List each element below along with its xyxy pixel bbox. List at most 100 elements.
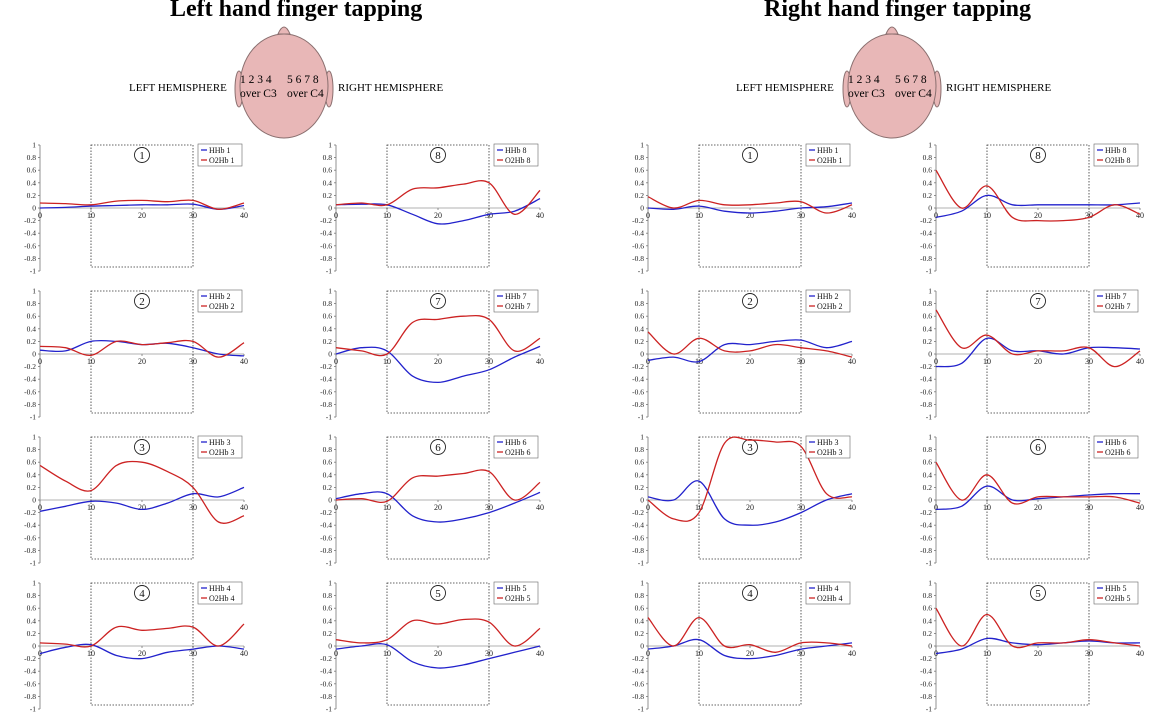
task-period-box [986,582,1090,706]
y-tick-label: 0.4 [323,324,333,333]
channel-number: 8 [435,150,441,162]
chart-panel-left-ch3: 10.80.60.40.20-0.2-0.4-0.6-0.8-10 10 20 30 4… [24,433,248,568]
y-tick-label: -0.6 [24,387,36,396]
y-tick-label: 0.2 [27,191,37,200]
left-site-label: over C3 [848,88,885,100]
legend-label: O2Hb 2 [209,302,235,311]
y-tick-label: 0.2 [923,483,933,492]
x-tick-label: 40 [848,649,856,658]
channel-number: 6 [1035,442,1041,454]
series-line-hhb [39,486,245,512]
y-tick-label: -0.6 [320,533,332,542]
y-tick-label: -0.4 [24,375,36,384]
y-tick-label: 0.6 [323,312,333,321]
channel-number: 6 [435,442,441,454]
x-tick-label: 0 [38,503,42,512]
x-tick-label: 40 [1136,357,1144,366]
y-tick-label: 0.2 [27,483,37,492]
y-tick-label: 0.2 [635,629,645,638]
series-line-o2hb [335,469,541,504]
y-tick-label: -0.2 [320,654,332,663]
chart-panel-right-ch1: 10.80.60.40.20-0.2-0.4-0.6-0.8-10 10 20 30 4… [632,141,856,276]
y-tick-label: 0.8 [923,445,933,454]
x-tick-label: 0 [334,211,338,220]
y-tick-label: -0.2 [920,654,932,663]
x-tick-label: 20 [746,357,754,366]
task-period-box [90,290,194,414]
x-tick-label: 0 [934,503,938,512]
y-tick-label: -0.2 [920,508,932,517]
chart-panel-right-ch8: 10.80.60.40.20-0.2-0.4-0.6-0.8-10 10 20 30 4… [920,141,1144,276]
y-tick-label: -0.6 [632,679,644,688]
task-period-box [698,290,802,414]
channel-number-badge [1030,585,1046,601]
legend-box [1093,435,1139,459]
y-tick-label: 1 [640,141,644,150]
series-line-o2hb [647,616,853,653]
y-tick-label: 0 [640,642,644,651]
task-period-box [90,436,194,560]
y-tick-label: 0.4 [923,324,933,333]
y-tick-label: 0.6 [923,458,933,467]
y-tick-label: 0.6 [923,166,933,175]
y-tick-label: 0.4 [923,178,933,187]
channel-number-badge [430,439,446,455]
y-tick-label: -0.6 [320,387,332,396]
task-period-box [386,436,490,560]
y-tick-label: 0.2 [923,337,933,346]
y-tick-label: -0.4 [920,521,932,530]
y-tick-label: 0.8 [323,591,333,600]
right-site-label: over C4 [895,88,932,100]
y-tick-label: -1 [30,705,36,714]
x-tick-label: 10 [383,211,391,220]
channel-number: 2 [747,296,753,308]
y-tick-label: -0.8 [320,546,332,555]
x-tick-label: 0 [646,503,650,512]
x-tick-label: 20 [1034,649,1042,658]
y-tick-label: 1 [328,287,332,296]
series-line-o2hb [39,460,245,524]
channel-number-badge [134,293,150,309]
y-tick-label: 1 [928,579,932,588]
y-tick-label: 0.6 [27,604,37,613]
y-tick-label: -0.2 [920,216,932,225]
legend-label: HHb 3 [209,438,231,447]
x-tick-label: 40 [1136,211,1144,220]
y-tick-label: 1 [32,433,36,442]
y-tick-label: -0.8 [920,692,932,701]
y-tick-label: 0.4 [923,616,933,625]
legend-box [197,435,243,459]
channel-number: 5 [435,588,441,600]
channel-number-badge [134,147,150,163]
x-tick-label: 40 [848,211,856,220]
x-tick-label: 10 [695,211,703,220]
channel-number-badge [134,439,150,455]
channel-number-badge [742,585,758,601]
y-tick-label: 0 [640,204,644,213]
task-period-box [386,582,490,706]
x-tick-label: 10 [87,649,95,658]
x-tick-label: 40 [536,357,544,366]
y-tick-label: 0.2 [635,191,645,200]
legend-box [493,289,539,313]
x-tick-label: 40 [848,357,856,366]
right-site-label: over C4 [287,88,324,100]
x-tick-label: 20 [434,357,442,366]
y-tick-label: -0.4 [320,521,332,530]
y-tick-label: -0.6 [320,241,332,250]
channel-number: 3 [747,442,753,454]
y-tick-label: 0.4 [323,470,333,479]
y-tick-label: 0.2 [923,191,933,200]
x-tick-label: 20 [1034,503,1042,512]
channel-number-badge [430,147,446,163]
channel-number: 5 [1035,588,1041,600]
channel-number-badge [742,147,758,163]
x-tick-label: 20 [434,649,442,658]
x-tick-label: 10 [383,649,391,658]
legend-label: HHb 1 [817,146,839,155]
y-tick-label: 0 [32,350,36,359]
y-tick-label: -0.6 [632,533,644,542]
y-tick-label: 0.8 [323,153,333,162]
x-tick-label: 40 [536,211,544,220]
